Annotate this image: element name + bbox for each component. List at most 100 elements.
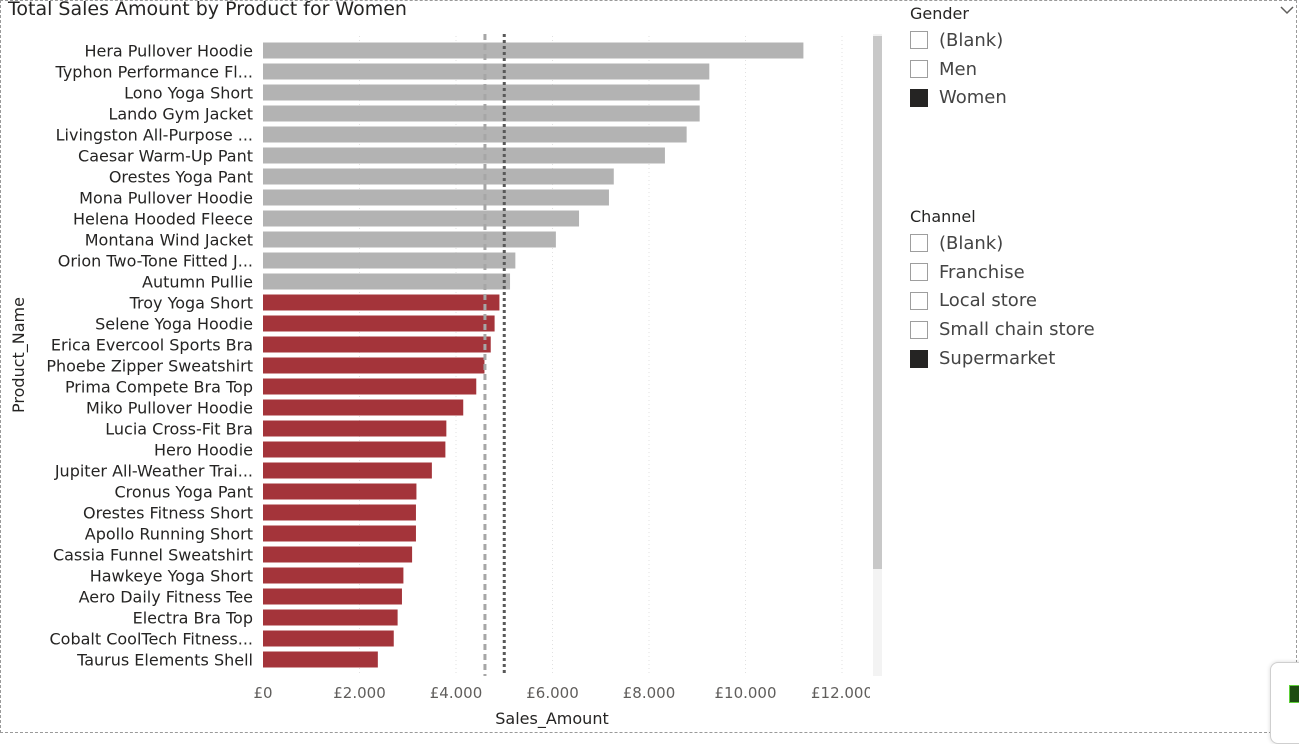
- bar[interactable]: [263, 294, 500, 311]
- category-label: Cronus Yoga Pant: [114, 483, 253, 502]
- checkbox[interactable]: [910, 31, 928, 50]
- category-label: Typhon Performance Fl...: [55, 63, 253, 82]
- bar[interactable]: [263, 105, 700, 122]
- category-label: Livingston All-Purpose ...: [56, 126, 253, 145]
- category-label: Miko Pullover Hoodie: [86, 399, 253, 418]
- bar[interactable]: [263, 399, 464, 416]
- bar[interactable]: [263, 378, 477, 395]
- y-axis-title: Product_Name: [9, 297, 29, 413]
- slicer-option-blank[interactable]: (Blank): [910, 26, 1280, 55]
- slicer-option-label: Women: [939, 87, 1007, 109]
- floating-widget[interactable]: [1270, 662, 1299, 744]
- app-icon: [1289, 685, 1299, 703]
- bar[interactable]: [263, 357, 485, 374]
- bar[interactable]: [263, 231, 556, 248]
- slicer-option-label: (Blank): [939, 232, 1004, 254]
- category-label: Troy Yoga Short: [129, 294, 253, 313]
- checkbox[interactable]: [910, 320, 928, 339]
- category-label: Apollo Running Short: [85, 525, 253, 544]
- x-tick-label: £10.000: [714, 684, 776, 702]
- bar[interactable]: [263, 525, 416, 542]
- category-label: Selene Yoga Hoodie: [95, 315, 253, 334]
- bar[interactable]: [263, 84, 700, 101]
- bar[interactable]: [263, 630, 394, 647]
- slicer-option-franchise[interactable]: Franchise: [910, 258, 1280, 287]
- chart-scrollbar[interactable]: [873, 34, 882, 676]
- checkbox[interactable]: [910, 60, 928, 79]
- category-label: Phoebe Zipper Sweatshirt: [46, 357, 253, 376]
- x-axis-title: Sales_Amount: [495, 709, 608, 729]
- category-label: Lando Gym Jacket: [108, 105, 253, 124]
- slicer-option-label: Franchise: [939, 261, 1025, 283]
- checkbox[interactable]: [910, 234, 928, 253]
- x-tick-label: £4.000: [430, 684, 483, 702]
- bar[interactable]: [263, 315, 495, 332]
- bar[interactable]: [263, 441, 446, 458]
- category-label: Taurus Elements Shell: [76, 651, 253, 670]
- bar[interactable]: [263, 210, 580, 227]
- category-label: Aero Daily Fitness Tee: [79, 588, 253, 607]
- category-label: Helena Hooded Fleece: [73, 210, 253, 229]
- channel-slicer: Channel (Blank) Franchise Local store Small…: [910, 205, 1280, 373]
- bar[interactable]: [263, 168, 614, 185]
- slicer-option-label: Supermarket: [939, 348, 1056, 370]
- bar[interactable]: [263, 63, 710, 80]
- bar[interactable]: [263, 504, 416, 521]
- slicer-option-label: Men: [939, 58, 978, 80]
- slicer-option-men[interactable]: Men: [910, 55, 1280, 84]
- bar[interactable]: [263, 252, 516, 269]
- scrollbar-thumb[interactable]: [873, 36, 882, 569]
- category-label: Hera Pullover Hoodie: [84, 42, 253, 61]
- category-label: Lucia Cross-Fit Bra: [105, 420, 253, 439]
- x-tick-label: £0: [253, 684, 272, 702]
- bar[interactable]: [263, 336, 491, 353]
- bar-chart: Hera Pullover Hoodie Typhon Performance F…: [9, 34, 870, 729]
- x-tick-label: £6.000: [526, 684, 579, 702]
- bar[interactable]: [263, 420, 447, 437]
- category-label: Erica Evercool Sports Bra: [51, 336, 253, 355]
- category-label: Montana Wind Jacket: [85, 231, 253, 250]
- bar[interactable]: [263, 567, 404, 584]
- bar[interactable]: [263, 126, 687, 143]
- slicer-option-local-store[interactable]: Local store: [910, 287, 1280, 316]
- slicer-option-blank[interactable]: (Blank): [910, 229, 1280, 258]
- category-label: Hero Hoodie: [154, 441, 253, 460]
- bar[interactable]: [263, 273, 511, 290]
- bar[interactable]: [263, 651, 378, 668]
- x-tick-label: £2.000: [333, 684, 386, 702]
- slicer-title: Gender: [910, 4, 969, 23]
- category-label: Cobalt CoolTech Fitness...: [49, 630, 253, 649]
- category-label: Lono Yoga Short: [124, 84, 253, 103]
- slicer-option-label: Local store: [939, 290, 1037, 312]
- category-label: Orestes Fitness Short: [83, 504, 253, 523]
- bar[interactable]: [263, 546, 413, 563]
- category-label: Prima Compete Bra Top: [65, 378, 253, 397]
- checkbox[interactable]: [910, 263, 928, 282]
- bar[interactable]: [263, 609, 398, 626]
- bar[interactable]: [263, 483, 417, 500]
- slicer-option-label: (Blank): [939, 29, 1004, 51]
- checkbox[interactable]: [910, 88, 928, 107]
- bar[interactable]: [263, 588, 402, 605]
- slicer-option-label: Small chain store: [939, 319, 1095, 341]
- category-label: Hawkeye Yoga Short: [90, 567, 253, 586]
- slicer-option-small-chain-store[interactable]: Small chain store: [910, 315, 1280, 344]
- gender-slicer: Gender (Blank) Men Women: [910, 2, 1280, 112]
- x-tick-label: £8.000: [623, 684, 676, 702]
- bar[interactable]: [263, 147, 665, 164]
- x-tick-label: £12.000: [811, 684, 870, 702]
- category-label: Orestes Yoga Pant: [109, 168, 253, 187]
- category-label: Jupiter All-Weather Trai...: [54, 462, 253, 481]
- checkbox[interactable]: [910, 291, 928, 310]
- slicer-option-supermarket[interactable]: Supermarket: [910, 344, 1280, 373]
- slicer-title: Channel: [910, 207, 976, 226]
- bar[interactable]: [263, 462, 432, 479]
- checkbox[interactable]: [910, 349, 928, 368]
- category-label: Mona Pullover Hoodie: [79, 189, 253, 208]
- bar[interactable]: [263, 42, 804, 59]
- chevron-down-icon[interactable]: [1280, 4, 1294, 16]
- category-label: Autumn Pullie: [142, 273, 253, 292]
- slicer-option-women[interactable]: Women: [910, 84, 1280, 113]
- bar[interactable]: [263, 189, 609, 206]
